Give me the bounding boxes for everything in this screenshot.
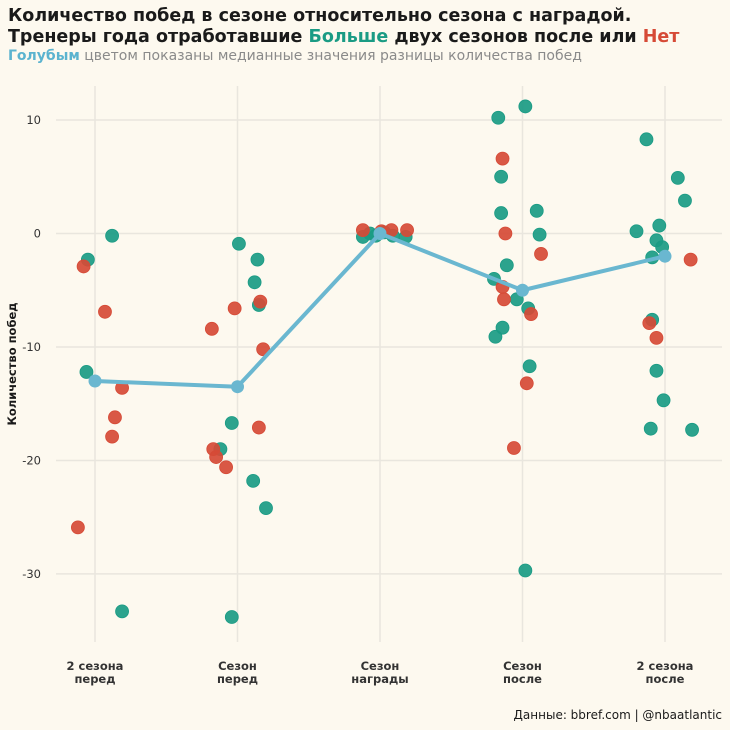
point-more bbox=[518, 99, 533, 114]
x-tick-label: 2 сезона bbox=[67, 659, 124, 673]
point-more bbox=[247, 275, 262, 290]
median-point bbox=[658, 249, 672, 263]
point-more bbox=[529, 203, 544, 218]
point-more bbox=[522, 359, 537, 374]
point-more bbox=[643, 421, 658, 436]
point-no bbox=[71, 520, 85, 535]
point-more bbox=[232, 236, 246, 251]
point-more bbox=[105, 228, 119, 243]
point-more bbox=[670, 171, 685, 185]
point-no bbox=[105, 429, 119, 444]
point-more bbox=[678, 193, 692, 208]
point-more bbox=[532, 227, 547, 242]
point-more bbox=[494, 169, 509, 184]
point-more bbox=[115, 604, 129, 619]
median-legend-label: Голубым bbox=[8, 48, 80, 64]
point-no bbox=[507, 441, 521, 455]
x-tick-label: 2 сезона bbox=[637, 659, 694, 673]
x-tick-label: награды bbox=[351, 672, 408, 686]
title-line-2-prefix: Тренеры года отработавшие bbox=[8, 27, 309, 47]
point-more bbox=[491, 110, 506, 125]
point-no bbox=[209, 450, 224, 464]
subtitle-rest: цветом показаны медианные значения разни… bbox=[79, 48, 582, 64]
y-axis-label: Количество побед bbox=[5, 302, 19, 425]
point-more bbox=[224, 416, 239, 430]
median-point bbox=[88, 374, 102, 388]
x-tick-label: Сезон bbox=[218, 659, 257, 673]
x-tick-label: после bbox=[646, 672, 685, 686]
point-no bbox=[524, 307, 538, 321]
x-tick-label: перед bbox=[74, 672, 115, 686]
x-tick-label: Сезон bbox=[503, 659, 542, 673]
point-more bbox=[656, 393, 671, 408]
point-no bbox=[498, 226, 513, 241]
point-more bbox=[224, 610, 239, 624]
chart-subtitle: Голубым цветом показаны медианные значен… bbox=[8, 48, 582, 64]
legend-no-label: Нет bbox=[642, 27, 680, 47]
point-no bbox=[204, 321, 219, 336]
point-more bbox=[79, 365, 94, 379]
y-tick-label: -20 bbox=[22, 453, 41, 467]
point-no bbox=[400, 223, 414, 238]
title-line-1: Количество побед в сезоне относительно с… bbox=[8, 6, 632, 26]
point-no bbox=[251, 420, 266, 435]
point-no bbox=[495, 151, 510, 166]
point-no bbox=[497, 292, 511, 307]
point-no bbox=[642, 316, 657, 331]
median-point bbox=[373, 227, 387, 241]
title-line-2: Тренеры года отработавшие Больше двух се… bbox=[8, 27, 679, 48]
point-more bbox=[246, 473, 261, 488]
median-point bbox=[231, 380, 244, 394]
data-source-caption: Данные: bbref.com | @nbaatlantic bbox=[513, 708, 722, 722]
point-more bbox=[629, 224, 644, 239]
point-no bbox=[227, 301, 242, 316]
point-no bbox=[355, 223, 370, 238]
point-no bbox=[98, 304, 112, 319]
y-tick-label: -10 bbox=[22, 340, 41, 354]
y-tick-label: 0 bbox=[34, 227, 41, 241]
point-no bbox=[253, 294, 268, 309]
point-no bbox=[649, 331, 664, 345]
point-more bbox=[250, 252, 265, 267]
y-tick-label: 10 bbox=[26, 113, 41, 127]
point-no bbox=[219, 460, 234, 475]
point-more bbox=[685, 422, 699, 437]
point-more bbox=[488, 329, 503, 344]
point-more bbox=[652, 218, 667, 233]
x-tick-label: после bbox=[503, 672, 542, 686]
point-more bbox=[499, 258, 514, 273]
point-more bbox=[518, 563, 533, 578]
median-point bbox=[516, 283, 529, 297]
y-tick-label: -30 bbox=[22, 567, 41, 581]
point-no bbox=[76, 259, 91, 274]
point-more bbox=[639, 132, 654, 147]
legend-more-label: Больше bbox=[308, 27, 389, 47]
point-more bbox=[649, 363, 664, 378]
point-no bbox=[519, 376, 534, 391]
x-tick-label: перед bbox=[217, 672, 258, 686]
point-no bbox=[108, 410, 122, 425]
chart-title: Количество побед в сезоне относительно с… bbox=[8, 6, 679, 48]
point-more bbox=[494, 206, 509, 220]
title-line-2-middle: двух сезонов после или bbox=[388, 27, 643, 47]
x-tick-label: Сезон bbox=[361, 659, 400, 673]
point-no bbox=[683, 252, 698, 267]
point-more bbox=[259, 501, 273, 516]
point-more bbox=[495, 320, 510, 335]
point-no bbox=[534, 247, 548, 261]
